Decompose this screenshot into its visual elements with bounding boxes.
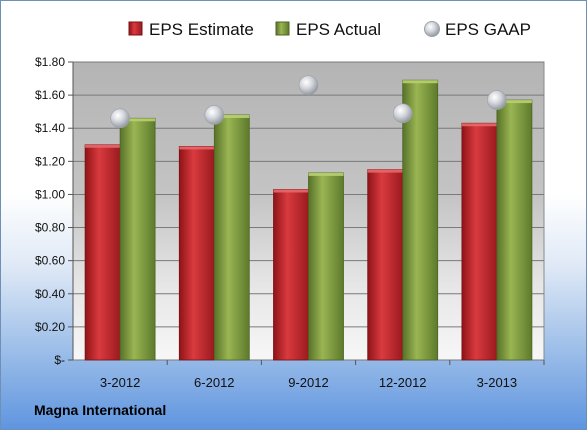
bars	[84, 79, 533, 361]
legend-label: EPS Actual	[296, 20, 381, 39]
actual-bar	[213, 114, 250, 361]
gaap-point	[204, 105, 225, 125]
bar-top-highlight	[308, 172, 344, 176]
y-tick-label: $0.60	[35, 254, 65, 268]
x-category-label: 6-2012	[194, 375, 234, 390]
gaap-point	[487, 90, 507, 110]
x-axis: 3-2012 6-2012 9-2012 12-2012 3-2013	[100, 360, 545, 390]
gaap-points	[110, 75, 507, 129]
bar-top-highlight	[496, 100, 532, 104]
gaap-point	[298, 75, 319, 95]
gaap-point	[110, 108, 130, 129]
bar-top-highlight	[273, 189, 309, 193]
bar-top-highlight	[402, 80, 438, 84]
y-tick-label: $1.80	[35, 55, 65, 69]
gaap-point	[392, 103, 413, 124]
actual-bar	[119, 117, 156, 361]
bar-top-highlight	[367, 169, 403, 173]
company-name: Magna International	[34, 402, 167, 418]
bar-top-highlight	[461, 123, 497, 127]
actual-bar	[308, 172, 344, 361]
estimate-bar	[84, 144, 121, 361]
legend-swatch-estimate	[128, 21, 143, 36]
bar-top-highlight	[214, 114, 250, 118]
y-tick-label: $1.00	[35, 187, 65, 201]
actual-bar	[496, 99, 533, 361]
estimate-bar	[178, 146, 215, 361]
x-category-label: 3-2012	[100, 375, 140, 390]
y-axis: $- $0.20 $0.40 $0.60 $0.80 $1.00 $1.20 $1.40 $1.…	[35, 55, 74, 367]
actual-bar	[402, 79, 439, 361]
estimate-bar	[461, 122, 498, 361]
y-tick-label: $0.80	[35, 221, 65, 235]
estimate-bar	[367, 169, 404, 361]
y-tick-label: $0.20	[35, 320, 65, 334]
legend-label: EPS Estimate	[149, 20, 254, 39]
y-tick-label: $1.40	[35, 121, 65, 135]
bar-top-highlight	[120, 118, 156, 122]
estimate-bar	[273, 189, 309, 361]
legend-label: EPS GAAP	[445, 20, 531, 39]
bar-top-highlight	[85, 144, 121, 148]
y-tick-label: $-	[54, 353, 65, 367]
x-category-label: 12-2012	[379, 375, 427, 390]
y-tick-label: $0.40	[35, 287, 65, 301]
bar-top-highlight	[179, 146, 215, 150]
y-tick-label: $1.60	[35, 88, 65, 102]
legend-swatch-actual	[275, 21, 290, 36]
y-tick-label: $1.20	[35, 154, 65, 168]
legend-swatch-gaap	[424, 21, 440, 37]
x-category-label: 9-2012	[288, 375, 328, 390]
legend: EPS Estimate EPS Actual EPS GAAP	[128, 20, 531, 39]
x-category-label: 3-2013	[477, 375, 517, 390]
